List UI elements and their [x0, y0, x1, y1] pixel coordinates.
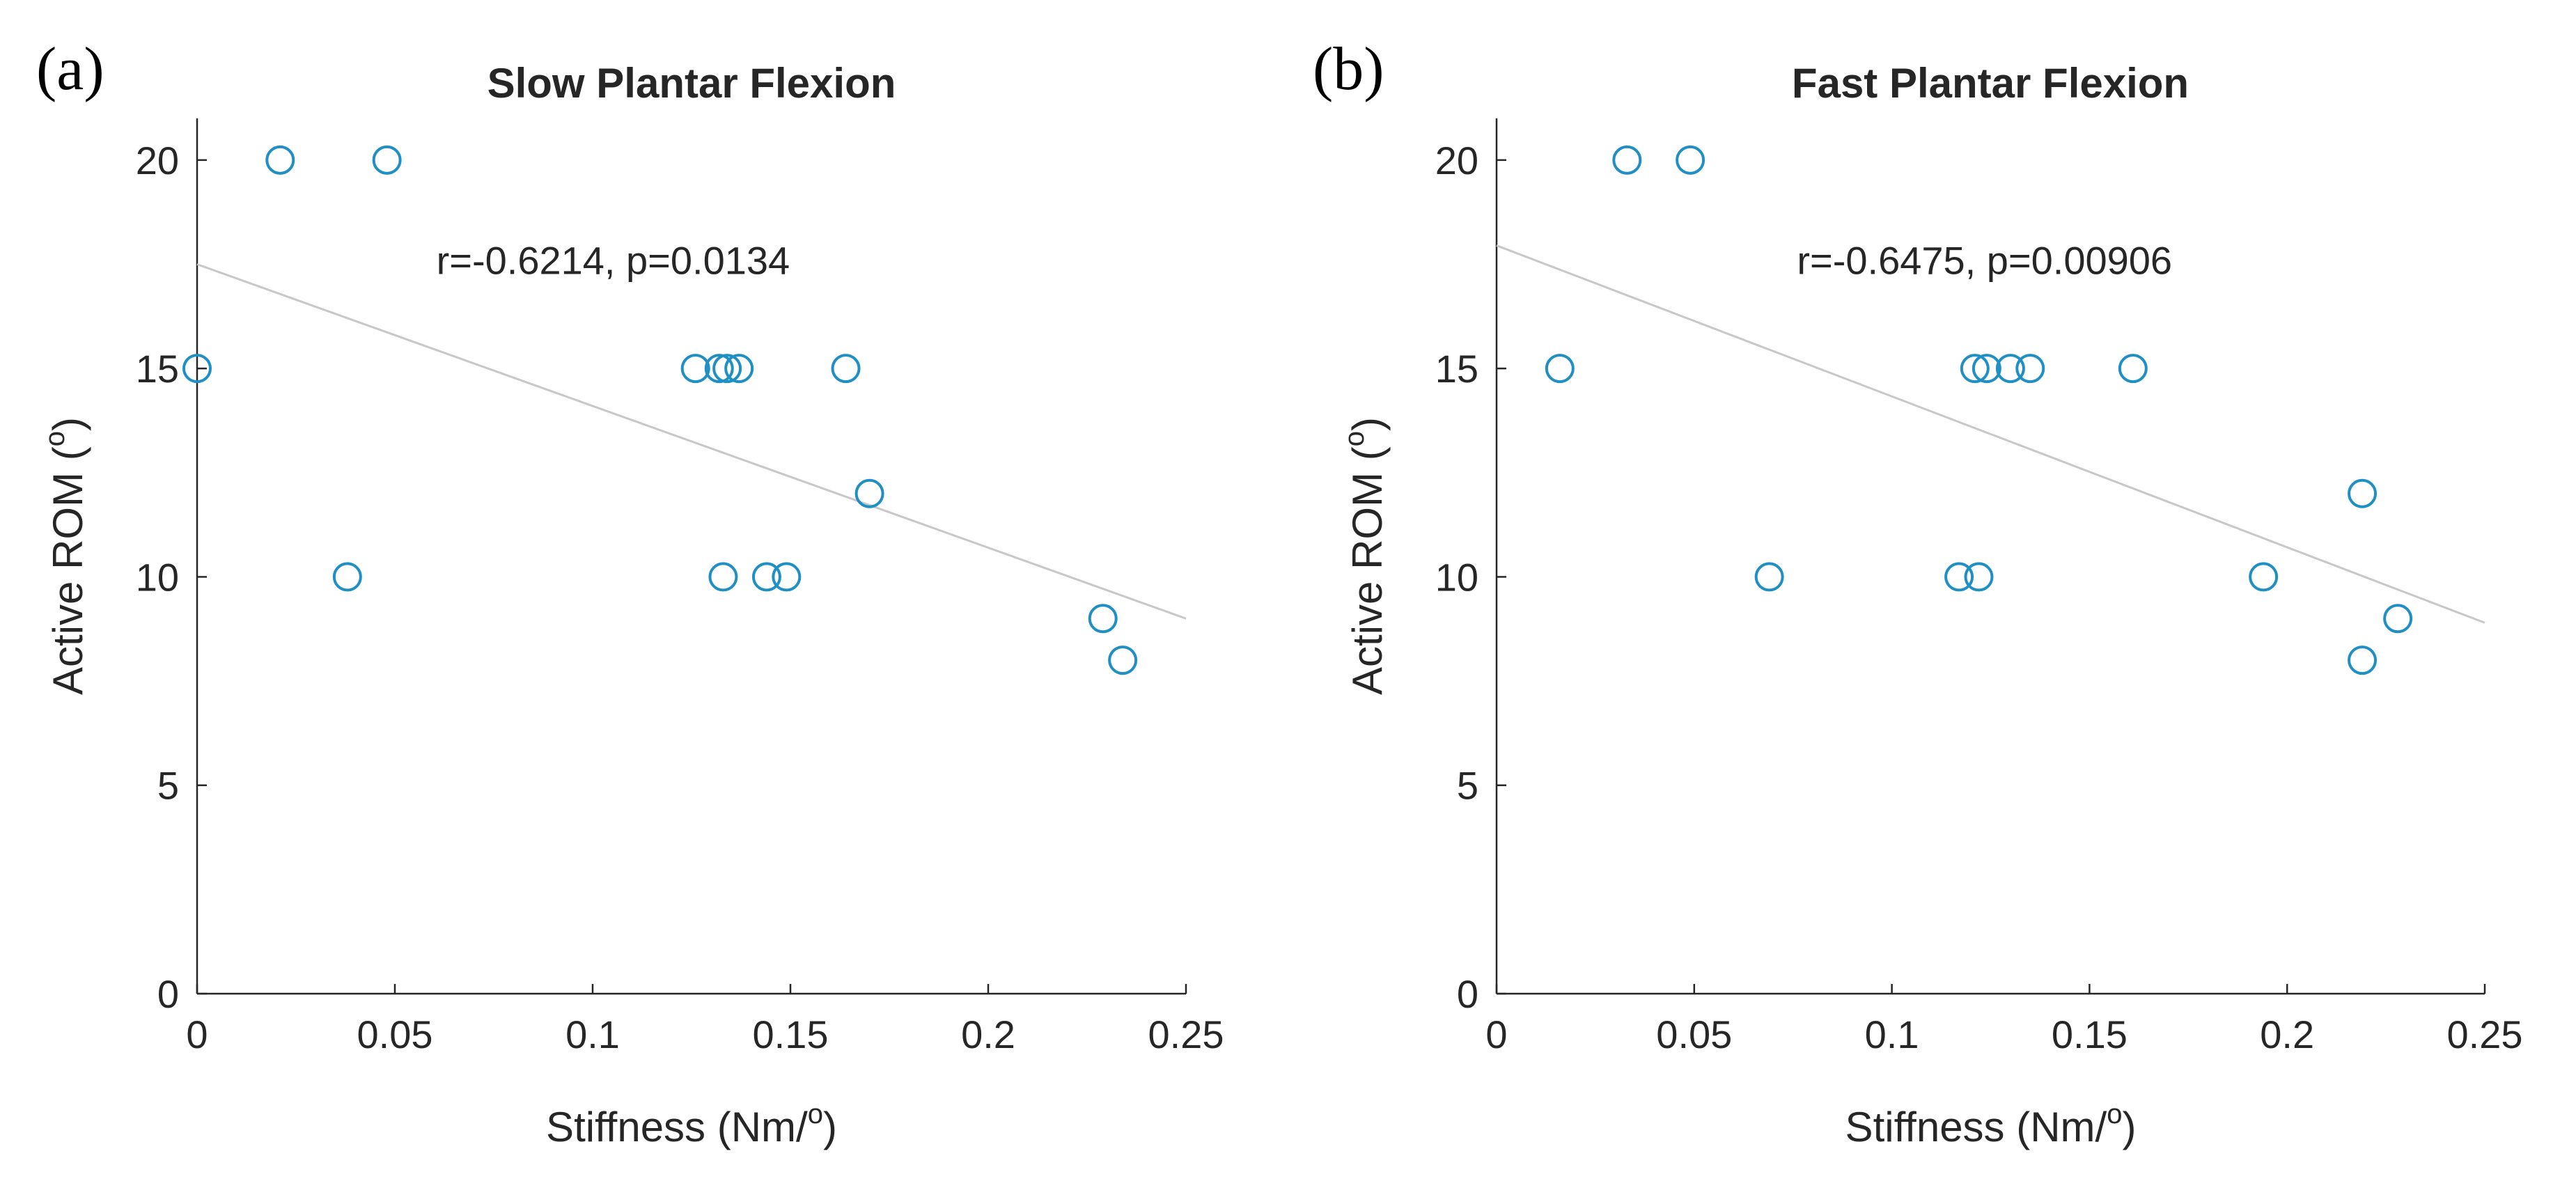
y-tick-label: 5 — [1457, 764, 1478, 808]
data-point — [704, 354, 734, 384]
y-axis-label-main: Active ROM ( — [1344, 446, 1391, 695]
data-point — [1944, 562, 1974, 592]
data-point — [2383, 604, 2413, 634]
y-tick-label: 10 — [136, 555, 179, 599]
data-point — [2015, 354, 2045, 384]
x-axis-label-main: Stiffness (Nm/ — [546, 1104, 808, 1150]
x-tick-label: 0.05 — [357, 1012, 433, 1056]
regression-line — [196, 263, 1187, 620]
x-tick-label: 0.2 — [961, 1012, 1015, 1056]
data-point — [2118, 354, 2148, 384]
x-tick-label: 0.25 — [1148, 1012, 1224, 1056]
x-axis-label-end: ) — [823, 1104, 837, 1150]
y-axis-label-main: Active ROM ( — [45, 446, 91, 695]
regression-line — [1496, 244, 2485, 624]
data-point — [2348, 478, 2378, 508]
data-point — [2348, 646, 2378, 675]
x-tick-label: 0 — [186, 1012, 208, 1056]
y-tick-label: 15 — [1435, 347, 1478, 391]
data-point — [1964, 562, 1994, 592]
panel-label: (b) — [1313, 36, 1384, 103]
y-tick-label: 20 — [136, 139, 179, 182]
chart-title: Fast Plantar Flexion — [1792, 60, 2189, 107]
data-point — [831, 354, 861, 384]
y-tick-label: 10 — [1435, 555, 1478, 599]
data-point — [2249, 562, 2279, 592]
y-tick-label: 5 — [157, 764, 179, 808]
x-axis-label-superscript: o — [808, 1099, 823, 1129]
x-axis-label-main: Stiffness (Nm/ — [1845, 1104, 2107, 1150]
data-point — [680, 354, 710, 384]
correlation-annotation: r=-0.6214, p=0.0134 — [437, 239, 790, 283]
data-point — [372, 145, 402, 175]
y-axis-label-end: ) — [45, 417, 91, 431]
x-tick-label: 0.15 — [2052, 1012, 2128, 1056]
y-tick-label: 0 — [157, 972, 179, 1016]
data-point — [712, 354, 742, 384]
data-point — [1088, 604, 1118, 634]
chart-panel-b: 0 0.05 0.1 0.15 0.2 0.25 0 5 10 15 20 r=-0.6475, p=… — [1313, 36, 2523, 1150]
y-tick-label: 20 — [1435, 139, 1478, 182]
data-point — [182, 354, 212, 384]
data-point — [1612, 145, 1642, 175]
data-point — [1754, 562, 1784, 592]
y-axis-label-end: ) — [1344, 417, 1391, 431]
data-point — [724, 354, 754, 384]
x-tick-label: 0.05 — [1656, 1012, 1732, 1056]
x-tick-label: 0.25 — [2447, 1012, 2523, 1056]
x-axis-label-end: ) — [2122, 1104, 2136, 1150]
y-tick-label: 0 — [1457, 972, 1478, 1016]
x-tick-label: 0.15 — [753, 1012, 829, 1056]
y-tick-label: 15 — [136, 347, 179, 391]
data-point — [751, 562, 781, 592]
y-axis-label-superscript: o — [40, 431, 70, 446]
x-axis-label: Stiffness (Nm/o) — [1845, 1099, 2137, 1150]
data-point — [1676, 145, 1705, 175]
y-axis-label: Active ROM (o) — [40, 417, 91, 695]
x-axis-label-superscript: o — [2107, 1099, 2122, 1129]
data-point — [1960, 354, 1990, 384]
correlation-annotation: r=-0.6475, p=0.00906 — [1797, 239, 2172, 283]
data-point — [1545, 354, 1575, 384]
y-axis-label: Active ROM (o) — [1339, 417, 1391, 695]
x-axis-label: Stiffness (Nm/o) — [546, 1099, 837, 1150]
data-point — [265, 145, 295, 175]
x-tick-label: 0.1 — [565, 1012, 620, 1056]
x-tick-label: 0 — [1485, 1012, 1507, 1056]
data-point — [1972, 354, 2001, 384]
x-tick-label: 0.2 — [2260, 1012, 2314, 1056]
y-axis-label-superscript: o — [1339, 431, 1370, 446]
chart-title: Slow Plantar Flexion — [487, 60, 896, 107]
data-point — [1995, 354, 2025, 384]
data-point — [1108, 646, 1138, 675]
x-tick-label: 0.1 — [1865, 1012, 1919, 1056]
panel-label: (a) — [36, 36, 104, 103]
data-point — [708, 562, 738, 592]
data-point — [772, 562, 802, 592]
chart-panel-a: 0 0.05 0.1 0.15 0.2 0.25 0 5 10 15 20 r=-0.6214, p=… — [36, 36, 1224, 1150]
data-point — [854, 478, 884, 508]
data-point — [332, 562, 362, 592]
